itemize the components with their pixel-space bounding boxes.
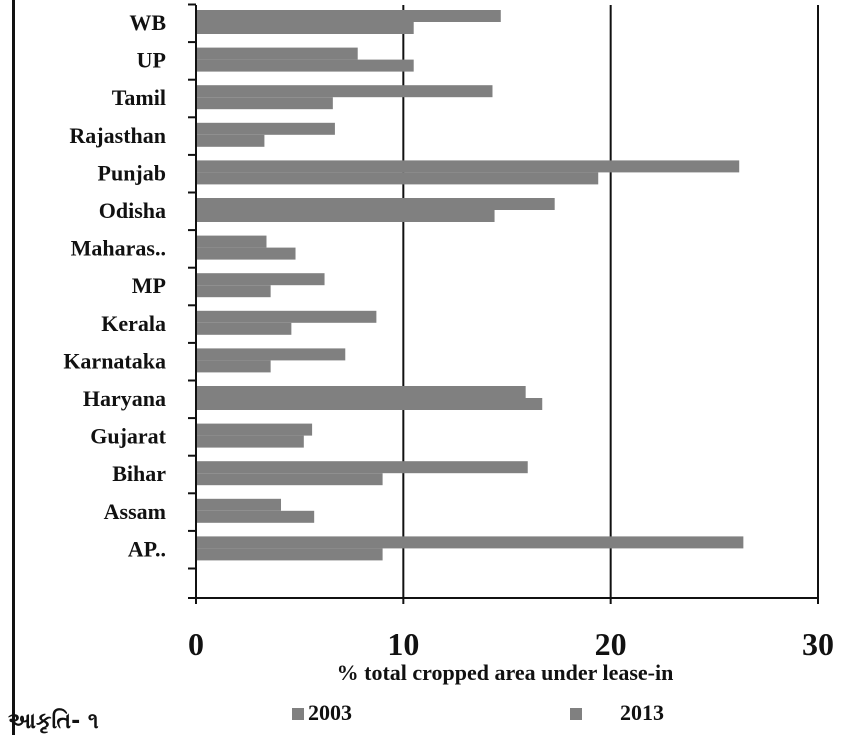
x-tick-label: 10 — [387, 626, 419, 662]
bar-2013 — [196, 172, 599, 185]
category-label: Odisha — [99, 198, 166, 223]
category-label: Punjab — [98, 160, 166, 185]
category-label: Gujarat — [90, 424, 166, 449]
category-label: UP — [137, 48, 166, 73]
legend-swatch-2003 — [292, 708, 304, 720]
category-label: Karnataka — [63, 348, 166, 373]
category-label: Maharas.. — [71, 236, 166, 261]
axes — [188, 3, 819, 604]
left-border — [12, 0, 15, 735]
bar-2013 — [196, 285, 271, 298]
category-label: Tamil — [112, 85, 166, 110]
bar-2003 — [196, 10, 501, 22]
bar-2013 — [196, 473, 383, 486]
bar-2003 — [196, 160, 740, 173]
x-tick-label: 0 — [188, 626, 204, 662]
bar-2003 — [196, 235, 267, 248]
bar-2003 — [196, 348, 346, 361]
bar-2003 — [196, 386, 526, 398]
bar-2003 — [196, 198, 555, 210]
legend: 2003 2013 — [292, 700, 664, 725]
bar-2013 — [196, 247, 296, 260]
bar-2003 — [196, 47, 358, 60]
bar-2003 — [196, 461, 528, 474]
legend-label-2003: 2003 — [308, 700, 352, 725]
x-tick-labels: 0 10 20 30 — [188, 626, 834, 662]
category-label: Haryana — [83, 386, 166, 411]
bar-2013 — [196, 510, 315, 523]
category-label: Assam — [104, 499, 166, 524]
category-label: Kerala — [101, 311, 166, 336]
bar-2003 — [196, 498, 282, 511]
category-labels: WB UP Tamil Rajasthan Punjab Odisha Maharas.. M… — [63, 10, 166, 561]
category-label: Bihar — [112, 461, 166, 486]
bar-2013 — [196, 548, 383, 561]
bars — [196, 10, 744, 561]
legend-swatch-2013 — [570, 708, 582, 720]
gridlines — [402, 5, 819, 598]
bar-2013 — [196, 97, 333, 110]
category-label: Rajasthan — [69, 123, 166, 148]
bar-2003 — [196, 85, 493, 98]
bar-2013 — [196, 59, 414, 72]
bar-2003 — [196, 536, 744, 549]
bar-2013 — [196, 398, 543, 410]
bar-2013 — [196, 210, 495, 222]
category-label: WB — [129, 10, 166, 35]
category-label: AP.. — [128, 536, 166, 561]
bar-2013 — [196, 435, 304, 448]
bar-2003 — [196, 310, 377, 323]
legend-label-2013: 2013 — [620, 700, 664, 725]
x-tick-label: 20 — [595, 626, 627, 662]
figure-caption: આકૃતિ- ૧ — [8, 708, 99, 734]
category-label: MP — [132, 273, 166, 298]
x-tick-label: 30 — [802, 626, 834, 662]
x-axis-title: % total cropped area under lease-in — [337, 660, 674, 685]
bar-2003 — [196, 273, 325, 286]
bar-2013 — [196, 22, 414, 34]
bar-2003 — [196, 122, 335, 135]
bar-2013 — [196, 360, 271, 373]
bar-2003 — [196, 423, 313, 436]
bar-2013 — [196, 322, 292, 335]
bar-2013 — [196, 134, 265, 147]
